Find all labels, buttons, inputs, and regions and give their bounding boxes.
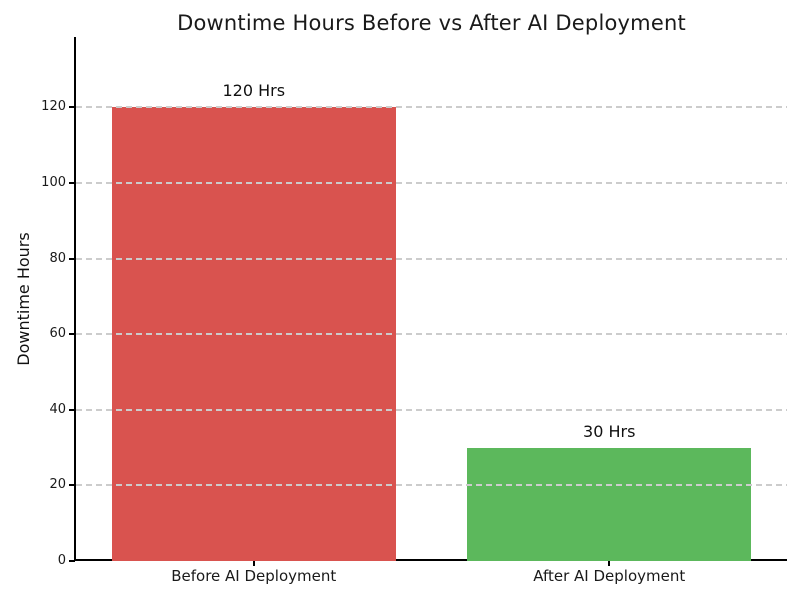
gridline — [76, 106, 787, 109]
bar-value-label: 120 Hrs — [222, 81, 286, 101]
chart-title: Downtime Hours Before vs After AI Deploy… — [177, 11, 686, 35]
plot-area — [74, 37, 787, 561]
gridline — [76, 257, 787, 260]
y-tick-mark — [69, 181, 75, 184]
gridline — [76, 408, 787, 411]
y-tick-label: 60 — [49, 326, 66, 342]
y-tick-mark — [69, 484, 75, 487]
gridline — [76, 484, 787, 487]
y-tick-mark — [69, 257, 75, 260]
x-tick-label: After AI Deployment — [533, 567, 686, 585]
y-tick-label: 0 — [57, 553, 66, 568]
y-tick-label: 20 — [49, 477, 66, 493]
x-tick-mark — [608, 561, 611, 566]
y-tick-mark — [69, 560, 75, 562]
gridline — [76, 333, 787, 336]
gridline — [76, 181, 787, 184]
y-tick-mark — [69, 106, 75, 109]
y-tick-mark — [69, 333, 75, 336]
bar-value-label: 30 Hrs — [583, 421, 636, 441]
bar-after-ai-deployment — [467, 447, 752, 561]
y-tick-label: 120 — [41, 99, 66, 115]
y-tick-label: 80 — [49, 250, 66, 266]
x-tick-label: Before AI Deployment — [171, 567, 337, 585]
x-tick-mark — [252, 561, 255, 566]
y-tick-label: 40 — [49, 401, 66, 417]
y-tick-label: 100 — [41, 174, 66, 190]
y-tick-mark — [69, 408, 75, 411]
